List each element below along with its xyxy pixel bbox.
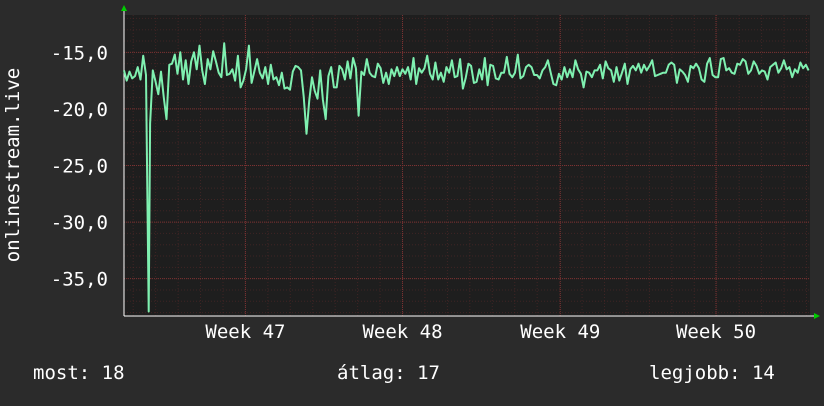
stat-average-value: 17 — [417, 362, 440, 384]
stat-best: legjobb: 14 — [649, 362, 775, 384]
stat-best-label: legjobb: — [649, 362, 741, 384]
y-tick-label: -20,0 — [51, 99, 108, 121]
y-tick-label: -35,0 — [51, 269, 108, 291]
y-tick-label: -30,0 — [51, 212, 108, 234]
series-layer — [123, 42, 810, 313]
y-tick-label: -25,0 — [51, 156, 108, 178]
x-axis-arrow — [814, 313, 820, 319]
y-tick-label: -15,0 — [51, 42, 108, 64]
axes — [121, 5, 820, 319]
stat-current-label: most: — [33, 362, 91, 384]
stat-best-value: 14 — [751, 362, 775, 384]
stat-current: most: 18 — [33, 362, 125, 384]
y-axis-label: onlinestream.live — [2, 68, 24, 262]
x-tick-label: Week 47 — [205, 321, 285, 343]
series-line-0 — [123, 42, 810, 313]
stat-average-label: átlag: — [337, 362, 406, 384]
x-tick-label: Week 49 — [520, 321, 600, 343]
y-axis-arrow — [121, 5, 127, 11]
stat-current-value: 18 — [101, 362, 125, 384]
x-tick-label: Week 50 — [676, 321, 756, 343]
x-tick-label: Week 48 — [362, 321, 442, 343]
tick-labels: -15,0 -20,0 -25,0 -30,0 -35,0 Week 47 Week 48 W… — [51, 42, 756, 343]
stat-average: átlag: 17 — [337, 362, 440, 384]
